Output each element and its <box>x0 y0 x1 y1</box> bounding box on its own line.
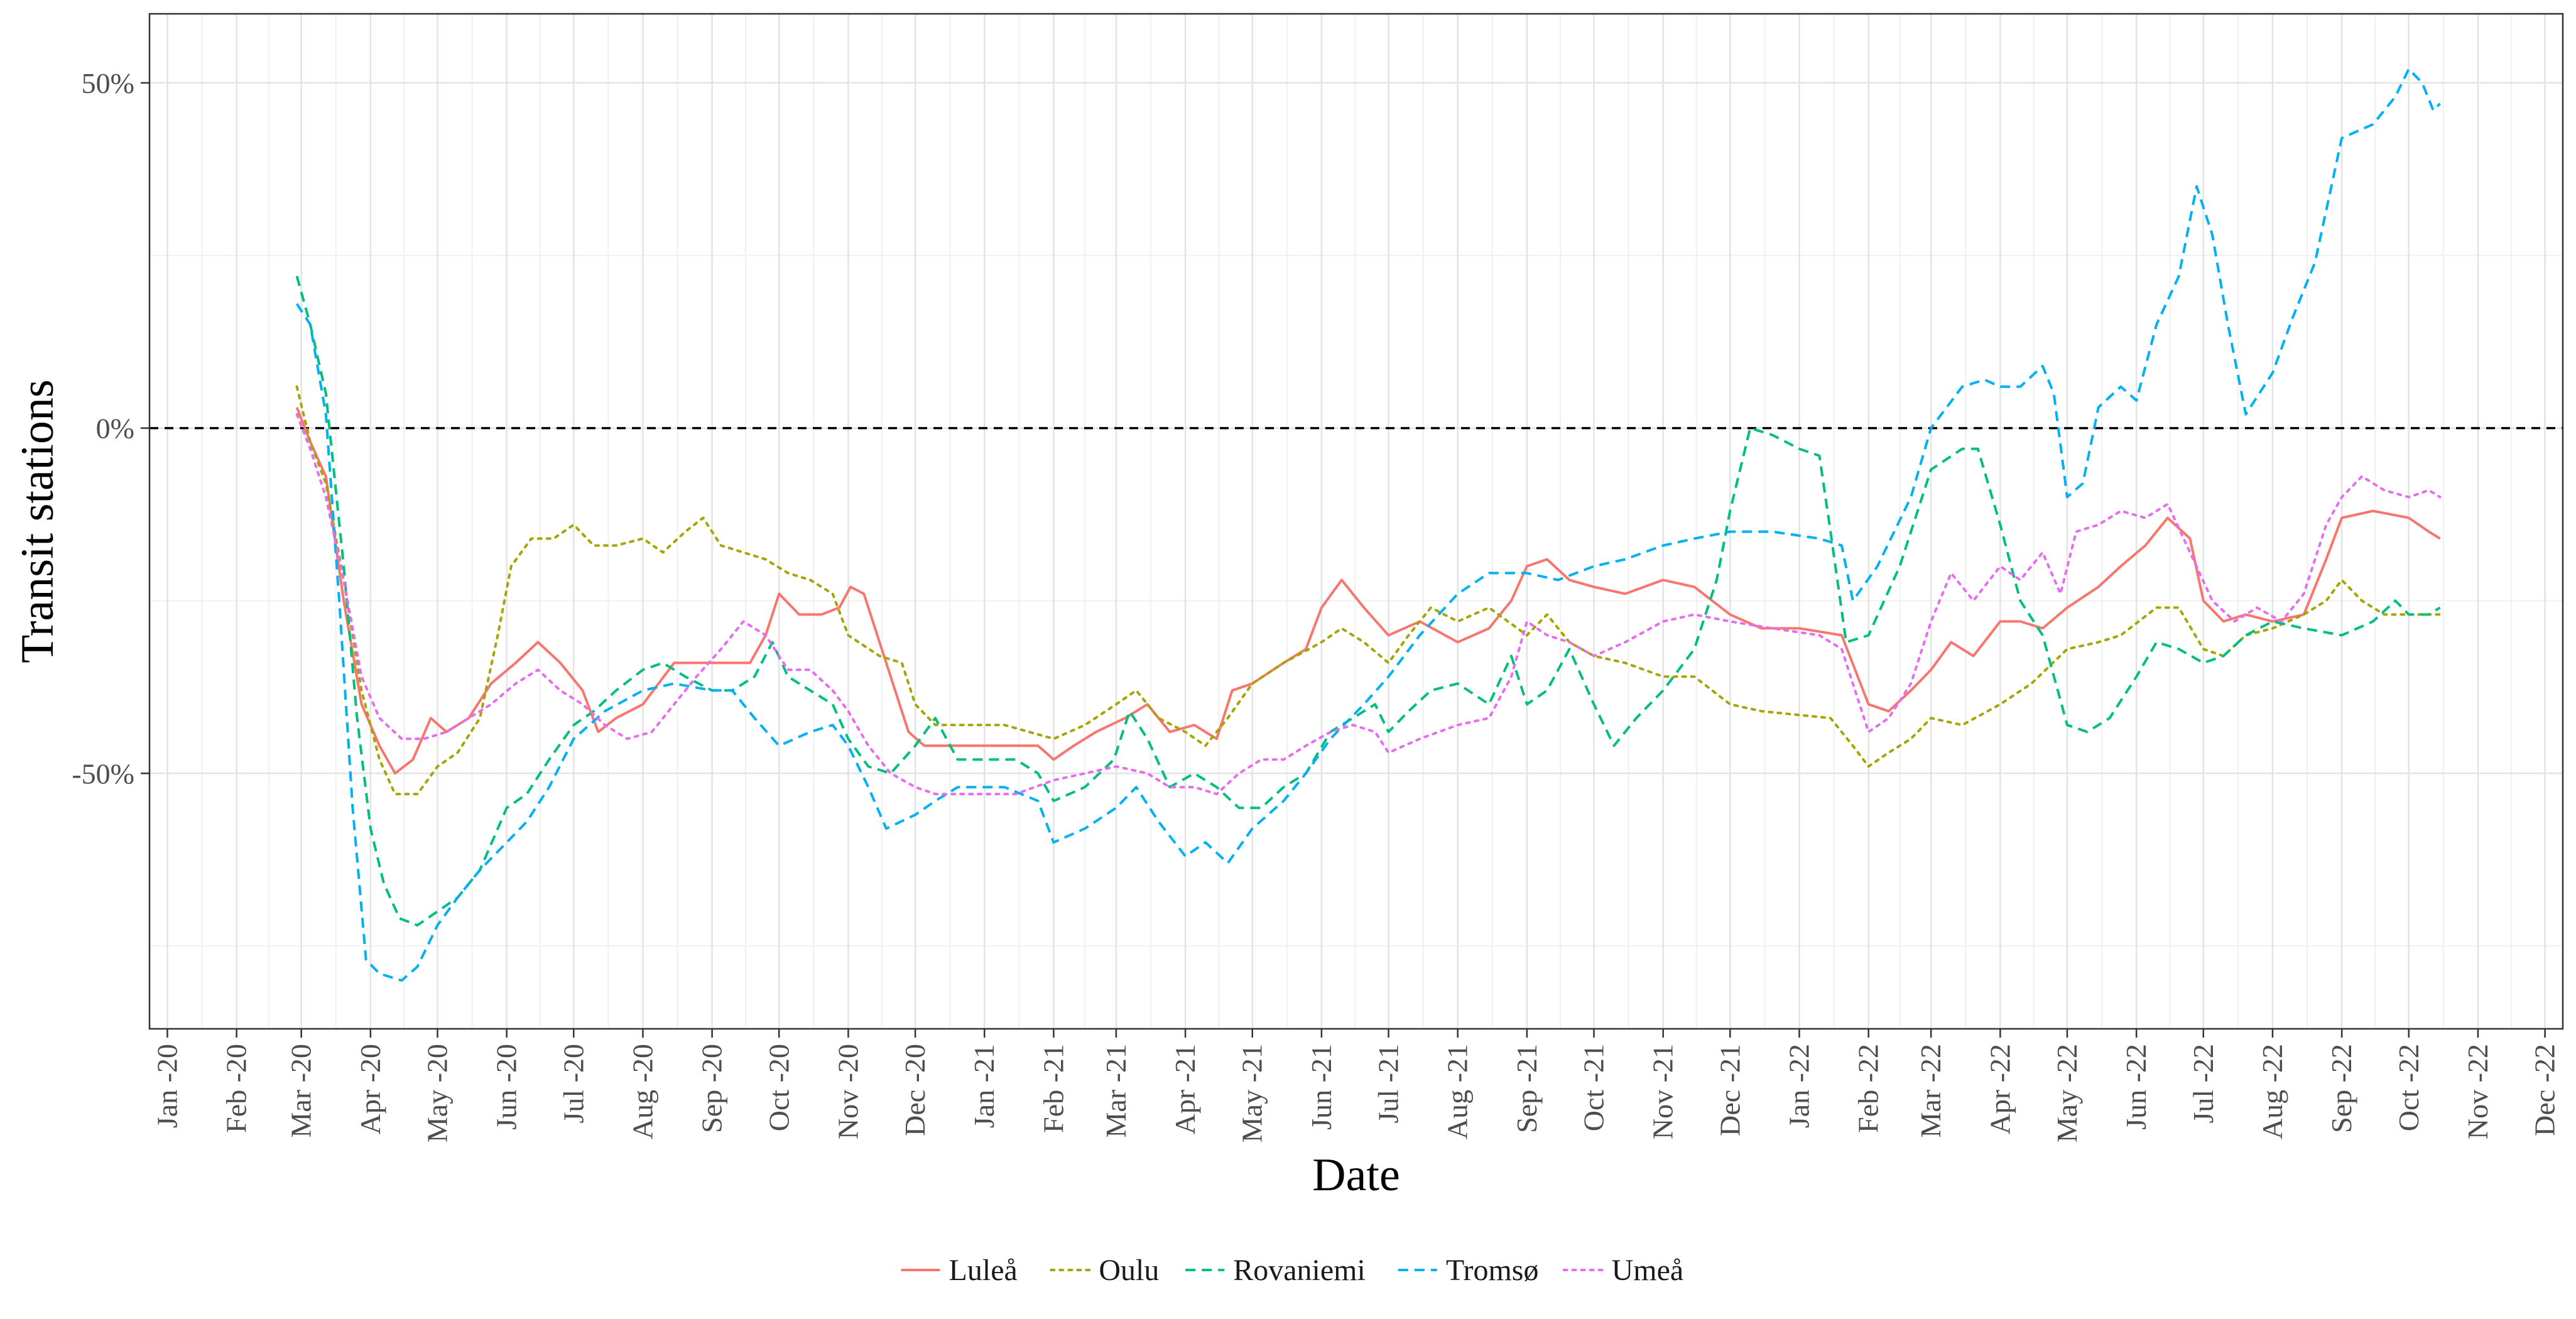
x-tick-label: Oct -21 <box>1578 1044 1610 1131</box>
legend-label: Oulu <box>1099 1254 1159 1287</box>
x-tick-label: Jul -21 <box>1372 1044 1405 1124</box>
x-tick-label: Feb -22 <box>1852 1044 1884 1133</box>
x-tick-label: Feb -20 <box>220 1044 253 1133</box>
series-line <box>295 413 2442 796</box>
x-tick-label: Oct -22 <box>2393 1044 2425 1131</box>
x-tick-label: Nov -21 <box>1647 1044 1679 1139</box>
x-axis-title: Date <box>1312 1149 1400 1201</box>
legend-label: Luleå <box>949 1254 1018 1287</box>
legend: Luleå Oulu Rovaniemi Tromsø Umeå <box>901 1254 1684 1287</box>
x-tick-label: Apr -20 <box>354 1044 386 1134</box>
series-line <box>295 385 2442 796</box>
x-tick-label: Aug -22 <box>2256 1044 2288 1139</box>
y-tick-label: -50% <box>72 757 134 790</box>
x-tick-label: Feb -21 <box>1037 1044 1069 1133</box>
x-axis: Jan -20 Feb -20 Mar -20 Apr -20 May -20 Jun -… <box>151 1029 2561 1143</box>
x-tick-label: Jan -21 <box>968 1044 1000 1128</box>
x-tick-label: Sep -22 <box>2325 1044 2357 1133</box>
x-tick-label: May -21 <box>1236 1044 1268 1143</box>
x-tick-label: Dec -22 <box>2529 1044 2561 1136</box>
x-tick-label: Sep -20 <box>696 1044 728 1133</box>
series-line <box>295 276 2441 927</box>
x-tick-label: Dec -21 <box>1714 1044 1746 1136</box>
y-axis-title: Transit stations <box>12 379 63 663</box>
x-tick-label: Jun -20 <box>491 1044 523 1130</box>
x-tick-label: Dec -20 <box>899 1044 931 1136</box>
x-tick-label: May -20 <box>421 1044 453 1143</box>
x-tick-label: Nov -20 <box>832 1044 864 1139</box>
minor-gridlines <box>149 14 2563 1029</box>
legend-label: Rovaniemi <box>1233 1254 1366 1287</box>
x-tick-label: Oct -20 <box>763 1044 795 1131</box>
x-tick-label: Apr -22 <box>1984 1044 2016 1134</box>
series-layer <box>295 67 2442 982</box>
x-tick-label: Aug -21 <box>1442 1044 1474 1139</box>
x-tick-label: Mar -22 <box>1915 1044 1947 1137</box>
x-tick-label: Jun -22 <box>2120 1044 2152 1130</box>
y-tick-label: 50% <box>82 67 134 99</box>
series-line <box>295 67 2441 982</box>
x-tick-label: Jan -20 <box>151 1044 183 1128</box>
x-tick-label: Aug -20 <box>626 1044 658 1139</box>
y-tick-label: 0% <box>96 413 134 445</box>
x-tick-label: Apr -21 <box>1169 1044 1201 1134</box>
x-tick-label: Jun -21 <box>1305 1044 1337 1130</box>
legend-label: Umeå <box>1612 1254 1684 1287</box>
panel-border <box>148 13 2564 1030</box>
x-tick-label: Nov -22 <box>2462 1044 2494 1139</box>
x-tick-label: May -22 <box>2051 1044 2083 1143</box>
x-tick-label: Sep -21 <box>1511 1044 1543 1133</box>
major-gridlines <box>149 14 2563 1029</box>
x-tick-label: Mar -20 <box>285 1044 317 1137</box>
x-tick-label: Jan -22 <box>1783 1044 1815 1128</box>
x-tick-label: Jul -20 <box>557 1044 589 1124</box>
legend-label: Tromsø <box>1446 1254 1539 1287</box>
y-axis: 50% 0% -50% <box>72 67 149 790</box>
x-tick-label: Jul -22 <box>2187 1044 2219 1124</box>
x-tick-label: Mar -21 <box>1100 1044 1132 1137</box>
